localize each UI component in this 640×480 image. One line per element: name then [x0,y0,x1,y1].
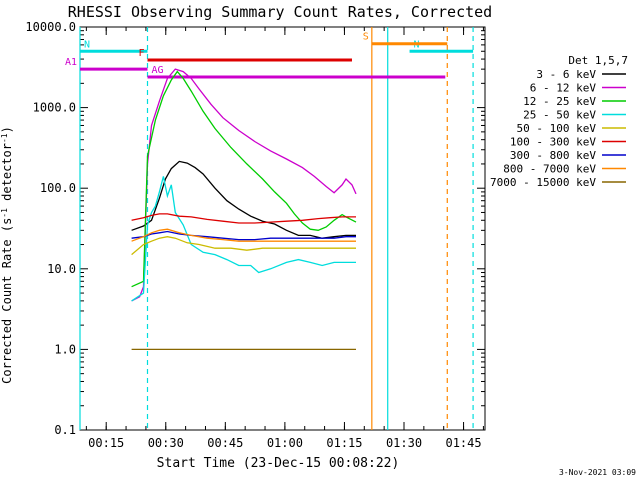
x-tick-label: 01:15 [326,436,362,450]
x-tick-label: 01:45 [445,436,481,450]
series-line-2 [131,70,357,288]
series-line-1 [131,68,357,302]
annotation-label: F [138,48,144,59]
series-line-7 [131,228,356,242]
plot-area: 0.1 1.0 10.0 100.0 1000.0 10000.0 00:15 00:30 00… [25,20,486,450]
y-tick-label: 1.0 [54,342,76,356]
legend-label: 6 - 12 keV [530,82,597,95]
x-tick-label: 01:00 [267,436,303,450]
series-line-5 [131,213,356,224]
y-tick-label: 1000.0 [33,101,76,115]
legend-label: 100 - 300 keV [510,136,596,149]
y-tick-label: 10000.0 [25,20,76,34]
y-tick-label: 100.0 [40,181,76,195]
series-line-0 [131,160,356,239]
legend-label: 12 - 25 keV [523,95,596,108]
legend-label: 800 - 7000 keV [503,163,596,176]
y-axis-label-sup2: -1 [0,133,9,143]
x-axis-label: Start Time (23-Dec-15 00:08:22) [157,456,400,471]
annotation-label: N [84,39,90,50]
series-line-6 [131,230,356,241]
chart-title: RHESSI Observing Summary Count Rates, Co… [68,3,492,21]
legend-title: Det 1,5,7 [568,54,628,67]
annotation-label: A1 [65,57,77,68]
y-axis-label-mid: detector [0,143,14,208]
legend-label: 25 - 50 keV [523,109,596,122]
y-axis-label-pre: Corrected Count Rate (s [0,218,14,384]
y-tick-label: 0.1 [54,423,76,437]
annotation-label: S [363,32,369,43]
series-line-4 [131,236,356,256]
x-tick-label: 00:15 [88,436,124,450]
annotation-label: AG [152,65,164,76]
legend-label: 7000 - 15000 keV [490,176,596,189]
footer-date: 3-Nov-2021 03:09 [559,468,636,477]
x-tick-label: 00:45 [207,436,243,450]
y-axis-label-sup1: -1 [0,208,9,218]
series-line-3 [131,176,356,302]
y-tick-label: 10.0 [47,262,76,276]
y-axis-label: Corrected Count Rate (s-1 detector-1) [0,126,14,384]
legend-label: 50 - 100 keV [517,122,597,135]
x-tick-label: 01:30 [386,436,422,450]
legend-label: 3 - 6 keV [536,68,596,81]
x-tick-label: 00:30 [148,436,184,450]
y-axis-label-post: ) [0,126,14,133]
legend-label: 300 - 800 keV [510,149,596,162]
